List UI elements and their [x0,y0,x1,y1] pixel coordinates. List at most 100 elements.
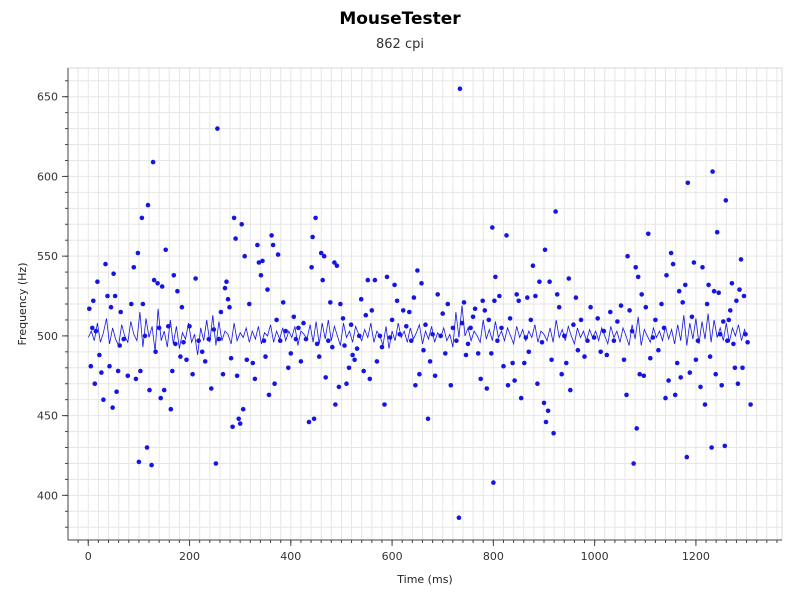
data-point [427,359,433,364]
data-point [296,325,301,331]
data-point [365,277,371,283]
data-point [571,322,576,328]
data-point [637,371,642,377]
data-point [178,354,183,359]
data-point [578,317,584,323]
data-point [743,332,748,337]
data-point [239,222,244,227]
data-point [293,336,299,342]
data-point [330,344,335,350]
data-point [218,309,224,315]
data-point [591,335,597,340]
data-point [139,215,145,221]
data-point [676,288,682,294]
data-point [707,354,713,359]
x-tick-label: 1000 [581,550,609,563]
data-point [478,376,484,382]
data-point [354,346,360,351]
data-point [265,287,270,292]
data-point [144,445,150,450]
data-point [691,260,697,265]
data-point [272,381,277,387]
data-point [522,360,527,366]
data-point [358,296,364,302]
x-tick-label: 800 [483,550,504,563]
average-line [87,305,747,356]
data-point [523,335,529,340]
data-point [231,215,237,221]
data-point [309,265,314,270]
data-point [266,392,272,398]
data-point [432,373,438,379]
data-point [367,376,373,382]
data-point [323,375,329,380]
data-point [168,406,174,412]
data-point [220,371,226,377]
average-line-series [87,305,747,356]
data-point [261,338,267,344]
data-point [678,375,683,380]
data-point [237,421,243,426]
data-point [457,86,463,91]
data-point [551,430,556,436]
data-point [107,363,112,369]
data-point [625,253,630,259]
data-point [131,265,137,270]
data-point [717,332,723,337]
data-point [533,293,538,299]
data-point [158,395,163,401]
data-point [601,328,607,334]
data-point [258,273,264,278]
data-point [714,229,720,235]
data-point [350,352,355,358]
data-point [518,395,524,401]
data-point [732,365,738,371]
data-point [704,301,710,307]
data-point [729,281,735,286]
data-point [501,363,506,369]
data-point [670,261,676,267]
data-point [634,426,639,431]
data-point [621,357,627,363]
data-point [181,340,186,345]
data-point [719,383,724,388]
data-point [745,340,750,345]
data-point [379,344,385,350]
data-point [748,402,753,407]
data-point [397,332,403,337]
data-point [334,263,340,269]
data-point [369,308,375,313]
data-point [209,386,214,391]
data-point [459,320,465,326]
data-point [415,268,420,273]
data-point [149,462,154,468]
data-point [672,392,678,398]
data-point [687,370,693,375]
data-point [400,308,406,313]
chart-subtitle: 862 cpi [376,37,424,52]
data-point [95,279,100,285]
data-point [275,252,281,257]
data-point [685,180,691,186]
data-point [99,370,104,375]
data-point [171,273,177,278]
x-tick-label: 600 [382,550,403,563]
data-point [547,279,552,285]
data-point [470,314,476,320]
data-point [735,381,741,387]
data-point [716,290,721,296]
data-point [270,242,276,248]
data-point [110,405,115,410]
data-point [575,347,581,353]
data-point [725,338,730,344]
data-point [145,202,151,208]
data-point [722,443,728,449]
data-point [559,371,564,377]
data-point [721,319,726,324]
data-point [504,233,509,238]
data-point [170,368,175,374]
data-point [356,333,362,339]
data-point [256,260,262,265]
data-point [421,347,426,353]
